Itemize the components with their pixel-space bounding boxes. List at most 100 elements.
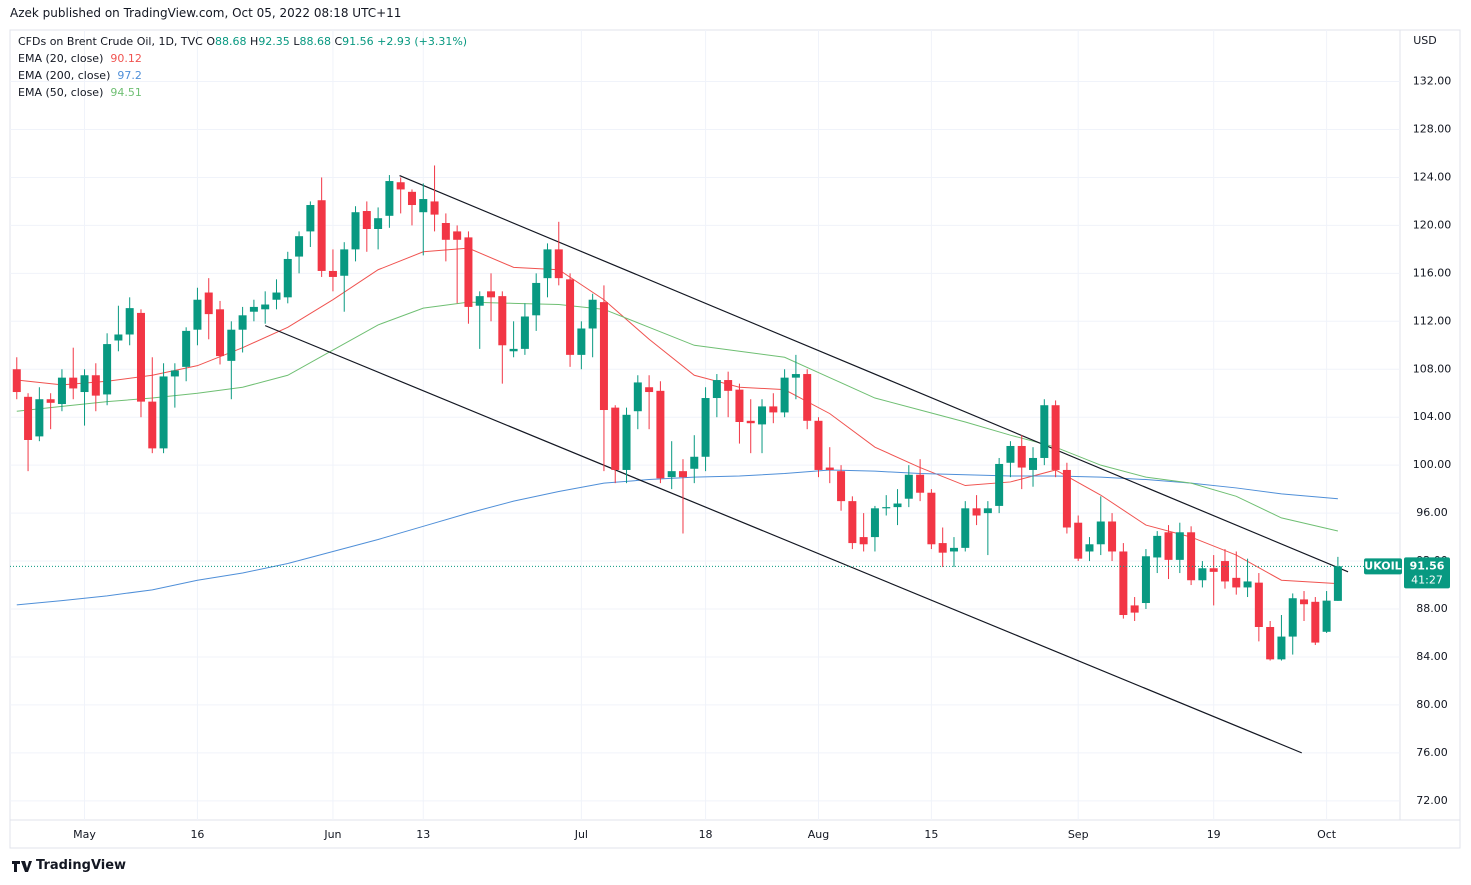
candle-body <box>1006 445 1015 463</box>
candle-body <box>193 299 202 330</box>
candle-body <box>1164 532 1173 560</box>
candle-body <box>667 471 676 478</box>
candle-body <box>1108 521 1117 552</box>
legend-key: O <box>206 35 216 48</box>
candle-body <box>272 292 281 300</box>
legend-value: 90.12 <box>110 52 142 65</box>
candle-body <box>791 374 800 378</box>
candle-body <box>837 471 846 502</box>
legend-value: 97.2 <box>117 69 142 82</box>
candle-body <box>509 348 518 352</box>
candle-body <box>487 291 496 298</box>
trend-line <box>399 174 1349 573</box>
candle-body <box>1119 551 1128 616</box>
candle-body <box>136 312 145 402</box>
candle-body <box>1288 598 1297 637</box>
legend-key: L <box>293 35 300 48</box>
candle-body <box>1187 532 1196 581</box>
x-tick-label: 18 <box>699 828 713 841</box>
candle-body <box>261 304 270 310</box>
candle-body <box>1254 582 1263 627</box>
ema-line <box>16 247 1338 585</box>
legend-symbol: CFDs on Brent Crude Oil, 1D, TVC <box>18 35 203 48</box>
legend-name: EMA (20, close) <box>18 52 104 65</box>
candle-body <box>656 390 665 479</box>
header: Azek published on TradingView.com, Oct 0… <box>10 6 402 20</box>
candle-body <box>306 205 315 232</box>
candle-body <box>227 329 236 361</box>
candle-body <box>216 309 225 357</box>
price-box <box>1404 557 1450 589</box>
candle-body <box>385 181 394 216</box>
candle-body <box>1017 445 1026 468</box>
candle-body <box>249 306 258 312</box>
candle-body <box>204 292 213 315</box>
legend-row: EMA (200, close) 97.2 <box>18 67 467 84</box>
candle-body <box>758 406 767 425</box>
price-label: 91.56 <box>1410 559 1445 572</box>
candle-body <box>125 308 134 335</box>
y-tick-label: 132.00 <box>1413 75 1452 88</box>
candle-body <box>870 508 879 538</box>
candle-body <box>724 380 733 391</box>
candle-body <box>532 282 541 316</box>
legend-key: C <box>334 35 343 48</box>
candle-body <box>407 191 416 206</box>
x-tick-label: 15 <box>924 828 938 841</box>
candle-body <box>995 463 1004 506</box>
candle-body <box>1266 626 1275 660</box>
candle-body <box>464 237 473 307</box>
x-tick-label: 13 <box>416 828 430 841</box>
candle-body <box>295 236 304 257</box>
candle-body <box>882 507 891 509</box>
candle-body <box>949 547 958 552</box>
candle-body <box>46 399 55 403</box>
y-tick-label: 108.00 <box>1413 362 1452 375</box>
x-tick-label: Jul <box>574 828 588 841</box>
candle-body <box>1333 566 1342 601</box>
candle-body <box>712 380 721 399</box>
legend-row: EMA (50, close) 94.51 <box>18 84 467 101</box>
candle-body <box>1243 581 1252 588</box>
candle-body <box>983 508 992 514</box>
candle-body <box>1209 568 1218 572</box>
candle-body <box>904 474 913 499</box>
candle-body <box>938 543 947 553</box>
candle-body <box>114 334 123 341</box>
candle-body <box>678 471 687 478</box>
candle-body <box>80 375 89 393</box>
footer: TradingView <box>12 858 126 873</box>
candle-body <box>69 377 78 389</box>
candle-body <box>1040 405 1049 458</box>
candle-body <box>103 344 112 395</box>
y-tick-label: 100.00 <box>1413 458 1452 471</box>
legend-key: H <box>250 35 259 48</box>
y-tick-label: 80.00 <box>1416 698 1448 711</box>
candle-body <box>283 258 292 298</box>
candle-body <box>825 467 834 470</box>
legend-change: +2.93 (+3.31%) <box>377 35 468 48</box>
candle-body <box>599 302 608 411</box>
candle-body <box>1175 532 1184 560</box>
symbol-box <box>1364 558 1402 575</box>
candle-body <box>57 377 66 405</box>
candle-body <box>927 492 936 545</box>
candle-body <box>12 369 21 393</box>
legend-value: 88.68 <box>299 35 331 48</box>
y-tick-label: 116.00 <box>1413 266 1452 279</box>
y-tick-label: 72.00 <box>1416 794 1448 807</box>
candle-body <box>1198 568 1207 581</box>
candle-body <box>780 377 789 413</box>
legend-symbol-row: CFDs on Brent Crude Oil, 1D, TVC O88.68 … <box>18 33 467 50</box>
y-unit: USD <box>1413 34 1437 47</box>
candle-body <box>916 474 925 493</box>
candle-body <box>351 212 360 250</box>
frame <box>9 29 1461 849</box>
x-tick-label: 16 <box>190 828 204 841</box>
candle-body <box>1311 601 1320 643</box>
symbol-label: UKOIL <box>1364 559 1401 572</box>
candle-body <box>633 382 642 412</box>
candle-body <box>317 200 326 271</box>
x-tick-label: Jun <box>323 828 341 841</box>
candle-body <box>1130 605 1139 613</box>
